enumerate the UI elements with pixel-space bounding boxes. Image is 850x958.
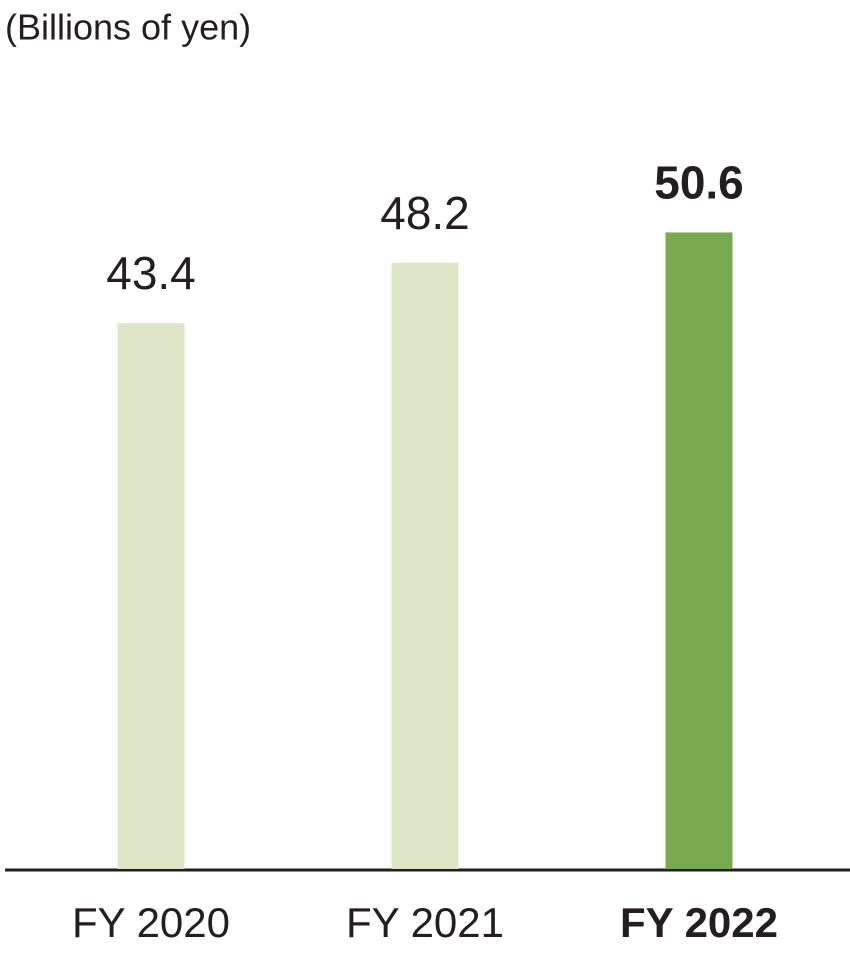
bar (665, 232, 733, 869)
value-label: 43.4 (106, 247, 196, 299)
chart-title: (Billions of yen) (5, 7, 251, 48)
bar (117, 323, 185, 869)
x-tick-label: FY 2020 (72, 899, 230, 946)
value-label: 48.2 (380, 187, 470, 239)
x-tick-label: FY 2021 (346, 899, 504, 946)
value-label: 50.6 (654, 157, 744, 209)
x-tick-label: FY 2022 (620, 899, 778, 946)
bar (391, 262, 459, 869)
